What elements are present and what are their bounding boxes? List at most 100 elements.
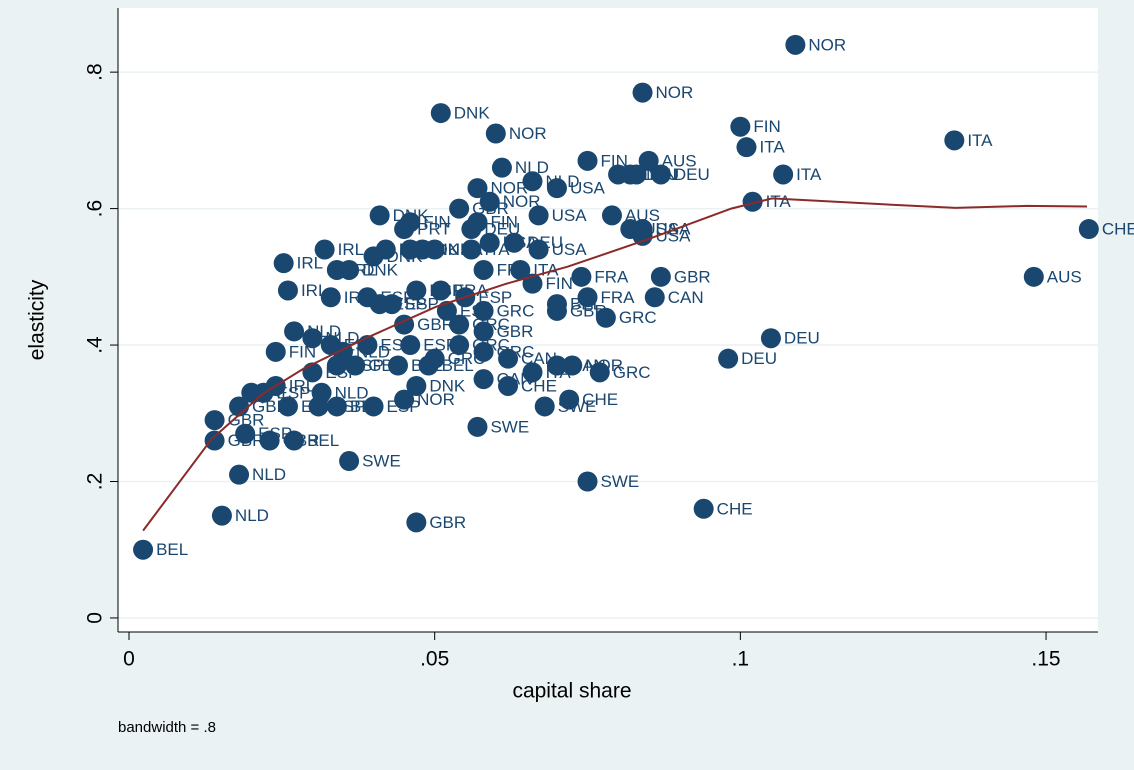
point	[491, 157, 512, 178]
point	[562, 355, 583, 376]
point	[339, 451, 360, 472]
point-label: ITA	[759, 138, 785, 157]
point	[273, 253, 294, 274]
point-label: ITA	[766, 192, 792, 211]
point	[320, 287, 341, 308]
point	[326, 259, 347, 280]
point-label: FIN	[289, 342, 316, 361]
point	[601, 205, 622, 226]
point	[424, 239, 445, 260]
point-label: FRA	[594, 267, 629, 286]
point-label: USA	[448, 240, 484, 259]
point-label: CAN	[668, 288, 704, 307]
point-label: BEL	[307, 431, 339, 450]
point-label: GRC	[472, 315, 510, 334]
point-label: AUS	[625, 206, 660, 225]
point-label: IRL	[350, 260, 376, 279]
point	[265, 341, 286, 362]
point-label: DNK	[423, 240, 460, 259]
point	[546, 300, 567, 321]
point	[577, 287, 598, 308]
x-tick-label: .15	[1031, 648, 1060, 671]
point-label: SWE	[490, 417, 529, 436]
point-label: FRA	[601, 288, 636, 307]
note: bandwidth = .8	[118, 719, 216, 736]
point-label: FIN	[490, 213, 517, 232]
point	[302, 328, 323, 349]
point	[559, 389, 580, 410]
point-label: ESP	[380, 288, 414, 307]
point	[430, 280, 451, 301]
grid	[118, 71, 1098, 619]
point	[400, 335, 421, 356]
point-label: NLD	[252, 465, 286, 484]
point-label: GBR	[417, 315, 454, 334]
point-label: CAN	[521, 349, 557, 368]
point	[284, 321, 305, 342]
point-label: BEL	[156, 540, 188, 559]
point	[534, 396, 555, 417]
point	[577, 471, 598, 492]
point-label: CAN	[570, 356, 606, 375]
point	[467, 178, 488, 199]
point-label: GRC	[619, 308, 657, 327]
point-label: FRA	[497, 260, 532, 279]
point	[430, 103, 451, 124]
point	[449, 335, 470, 356]
point-label: GBR	[570, 301, 607, 320]
point-label: USA	[656, 226, 692, 245]
point-label: GRC	[613, 363, 651, 382]
point	[204, 430, 225, 451]
point-label: PRT	[417, 220, 451, 239]
point-label: SWE	[362, 452, 401, 471]
point-label: DEU	[741, 349, 777, 368]
point-label: ESP	[332, 397, 366, 416]
point	[577, 150, 598, 171]
point-label: BEL	[570, 295, 602, 314]
point-label: FIN	[631, 165, 658, 184]
point-label: GBR	[228, 411, 265, 430]
point-label: NLD	[307, 322, 341, 341]
point	[693, 498, 714, 519]
point-label: GRC	[448, 349, 486, 368]
point-label: DNK	[399, 240, 436, 259]
point-label: FIN	[545, 274, 572, 293]
point-label: BEL	[442, 356, 474, 375]
x-axis-label: capital share	[512, 680, 631, 703]
point	[394, 219, 415, 240]
point	[473, 300, 494, 321]
point	[510, 259, 531, 280]
point-label: GRC	[497, 342, 535, 361]
point	[467, 416, 488, 437]
point-label: ESP	[344, 336, 378, 355]
point	[785, 34, 806, 55]
point-label: IRL	[297, 254, 323, 273]
point-label: FRA	[454, 281, 489, 300]
point-label: GBR	[368, 356, 405, 375]
point-label: GBR	[429, 513, 466, 532]
point-label: GRC	[472, 336, 510, 355]
point-label: BEL	[411, 356, 443, 375]
point-label: SWE	[601, 472, 640, 491]
point	[773, 164, 794, 185]
point	[498, 348, 519, 369]
point	[473, 341, 494, 362]
point-label: GBR	[674, 267, 711, 286]
point-label: DNK	[393, 206, 430, 225]
point-label: AUS	[662, 151, 697, 170]
point	[211, 505, 232, 526]
point-label: NOR	[656, 83, 694, 102]
point	[406, 512, 427, 533]
point-label: GBR	[228, 431, 265, 450]
point-label: ESP	[350, 356, 384, 375]
point	[522, 362, 543, 383]
point-label: NOR	[490, 179, 528, 198]
point-label: ESP	[393, 295, 427, 314]
point-label: ESP	[478, 288, 512, 307]
point	[498, 375, 519, 396]
point	[589, 362, 610, 383]
point-label: IRL	[344, 288, 370, 307]
point	[277, 396, 298, 417]
point	[944, 130, 965, 151]
